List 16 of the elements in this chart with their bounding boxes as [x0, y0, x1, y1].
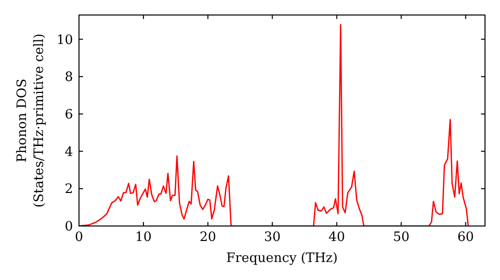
x-tick-label: 50 — [392, 230, 410, 245]
x-tick-label: 20 — [200, 230, 216, 245]
x-tick-label: 30 — [264, 230, 281, 245]
x-tick-label: 0 — [74, 230, 84, 245]
y-tick-label: 2 — [64, 182, 73, 198]
y-axis-title: Phonon DOS (States/THz·primitive cell) — [15, 33, 47, 208]
y-tick-label: 4 — [64, 144, 73, 160]
x-axis-title: Frequency (THz) — [226, 251, 338, 266]
y-tick-label: 8 — [64, 70, 73, 86]
y-tick-label: 10 — [56, 32, 73, 48]
x-tick-label: 60 — [457, 230, 474, 245]
y-tick-label: 6 — [64, 107, 73, 122]
x-tick-label: 40 — [328, 230, 346, 245]
y-tick-label: 0 — [64, 220, 73, 234]
x-tick-label: 10 — [135, 230, 152, 245]
line-series — [79, 24, 469, 226]
